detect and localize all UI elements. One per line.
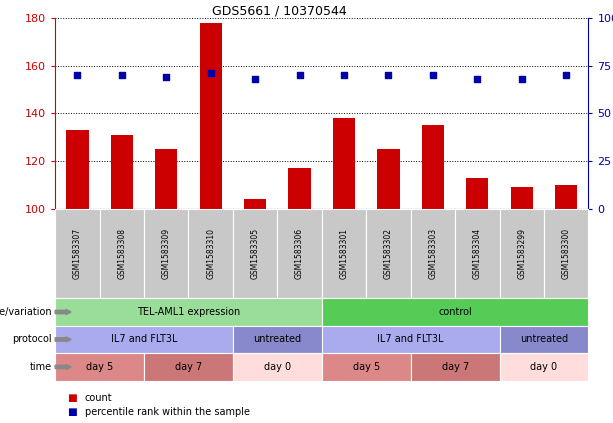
Text: ■: ■	[67, 407, 77, 418]
Point	[517, 76, 527, 82]
Text: GSM1583309: GSM1583309	[162, 228, 171, 279]
Text: untreated: untreated	[253, 335, 302, 344]
Text: day 5: day 5	[86, 362, 113, 372]
Bar	[378, 149, 400, 209]
Text: GSM1583303: GSM1583303	[428, 228, 438, 279]
Bar	[111, 135, 133, 209]
Text: GSM1583308: GSM1583308	[117, 228, 126, 279]
Text: day 0: day 0	[530, 362, 558, 372]
Text: genotype/variation: genotype/variation	[0, 307, 52, 317]
Bar	[200, 23, 222, 209]
Point	[72, 72, 82, 79]
Text: GSM1583305: GSM1583305	[251, 228, 260, 279]
Text: GSM1583299: GSM1583299	[517, 228, 527, 279]
Text: percentile rank within the sample: percentile rank within the sample	[85, 407, 249, 418]
Text: TEL-AML1 expression: TEL-AML1 expression	[137, 307, 240, 317]
Point	[161, 74, 171, 81]
Point	[562, 72, 571, 79]
Bar	[466, 178, 489, 209]
Text: IL7 and FLT3L: IL7 and FLT3L	[111, 335, 177, 344]
Point	[206, 70, 216, 77]
Bar	[333, 118, 355, 209]
Text: GSM1583300: GSM1583300	[562, 228, 571, 279]
Bar	[244, 199, 266, 209]
Text: control: control	[438, 307, 472, 317]
Text: time: time	[30, 362, 52, 372]
Text: day 5: day 5	[352, 362, 380, 372]
Point	[428, 72, 438, 79]
Bar	[289, 168, 311, 209]
Point	[117, 72, 127, 79]
Bar	[66, 130, 88, 209]
Point	[295, 72, 305, 79]
Bar	[555, 185, 577, 209]
Text: protocol: protocol	[12, 335, 52, 344]
Text: count: count	[85, 393, 112, 403]
Text: GSM1583301: GSM1583301	[340, 228, 349, 279]
Text: day 0: day 0	[264, 362, 291, 372]
Title: GDS5661 / 10370544: GDS5661 / 10370544	[211, 4, 346, 17]
Point	[339, 72, 349, 79]
Text: GSM1583304: GSM1583304	[473, 228, 482, 279]
Point	[250, 76, 260, 82]
Bar	[155, 149, 177, 209]
Text: day 7: day 7	[175, 362, 202, 372]
Text: GSM1583302: GSM1583302	[384, 228, 393, 279]
Bar	[422, 125, 444, 209]
Point	[384, 72, 394, 79]
Text: day 7: day 7	[441, 362, 469, 372]
Point	[473, 76, 482, 82]
Text: GSM1583307: GSM1583307	[73, 228, 82, 279]
Text: untreated: untreated	[520, 335, 568, 344]
Text: ■: ■	[67, 393, 77, 403]
Text: IL7 and FLT3L: IL7 and FLT3L	[378, 335, 444, 344]
Text: GSM1583306: GSM1583306	[295, 228, 304, 279]
Text: GSM1583310: GSM1583310	[206, 228, 215, 279]
Bar	[511, 187, 533, 209]
